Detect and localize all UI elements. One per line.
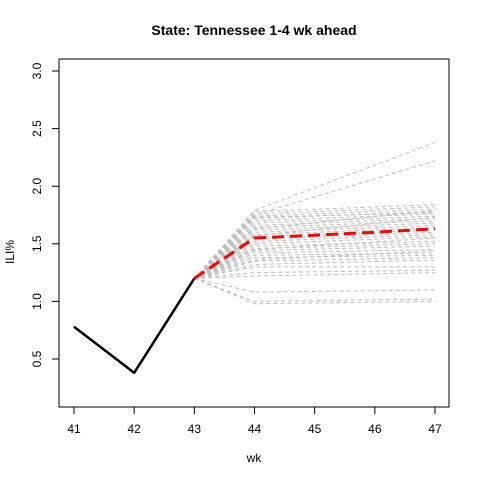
observed-series-line (73, 277, 196, 375)
forecast-sample-line (194, 236, 436, 279)
y-tick-label: 2.0 (30, 178, 44, 195)
forecast-sample-line (193, 204, 436, 279)
x-tick-label: 45 (308, 422, 322, 436)
forecast-sample-line (194, 249, 436, 279)
x-tick-label: 43 (188, 422, 202, 436)
forecast-sample-line (193, 212, 436, 279)
forecast-sample-line (194, 222, 436, 279)
plot-frame (58, 58, 450, 408)
y-axis: 0.5 1.0 1.5 2.0 2.5 3.0 (30, 62, 60, 367)
y-axis-label: ILI% (3, 240, 17, 264)
forecast-sample-line (194, 277, 436, 305)
forecast-sample-line (194, 254, 436, 279)
forecast-sample-line (193, 206, 436, 279)
y-tick-label: 3.0 (30, 62, 44, 79)
x-tick-label: 44 (248, 422, 262, 436)
x-axis-label: wk (246, 451, 263, 465)
forecast-sample-line (194, 250, 436, 279)
forecast-sample-line (194, 277, 436, 293)
plot-area (73, 141, 436, 375)
forecast-sample-line (194, 240, 436, 279)
x-tick-label: 46 (368, 422, 382, 436)
forecast-sample-line (194, 237, 436, 279)
y-tick-label: 1.5 (30, 235, 44, 252)
forecast-sample-line (194, 209, 436, 279)
forecast-sample-line (194, 220, 436, 279)
forecast-sample-line (194, 272, 436, 279)
forecast-sample-line (194, 224, 436, 279)
y-tick-label: 1.0 (30, 293, 44, 310)
x-tick-label: 41 (67, 422, 81, 436)
x-axis: 41 42 43 44 45 46 47 (67, 406, 442, 436)
forecast-sample-line (194, 257, 436, 279)
forecast-sample-line (194, 277, 436, 302)
y-tick-label: 2.5 (30, 120, 44, 137)
x-tick-label: 42 (127, 422, 141, 436)
chart-title: State: Tennessee 1-4 wk ahead (151, 22, 356, 38)
forecast-sample-line (194, 259, 436, 279)
forecast-sample-line (194, 217, 436, 279)
y-tick-label: 0.5 (30, 350, 44, 367)
forecast-mean-line (193, 227, 436, 280)
x-tick-label: 47 (428, 422, 442, 436)
